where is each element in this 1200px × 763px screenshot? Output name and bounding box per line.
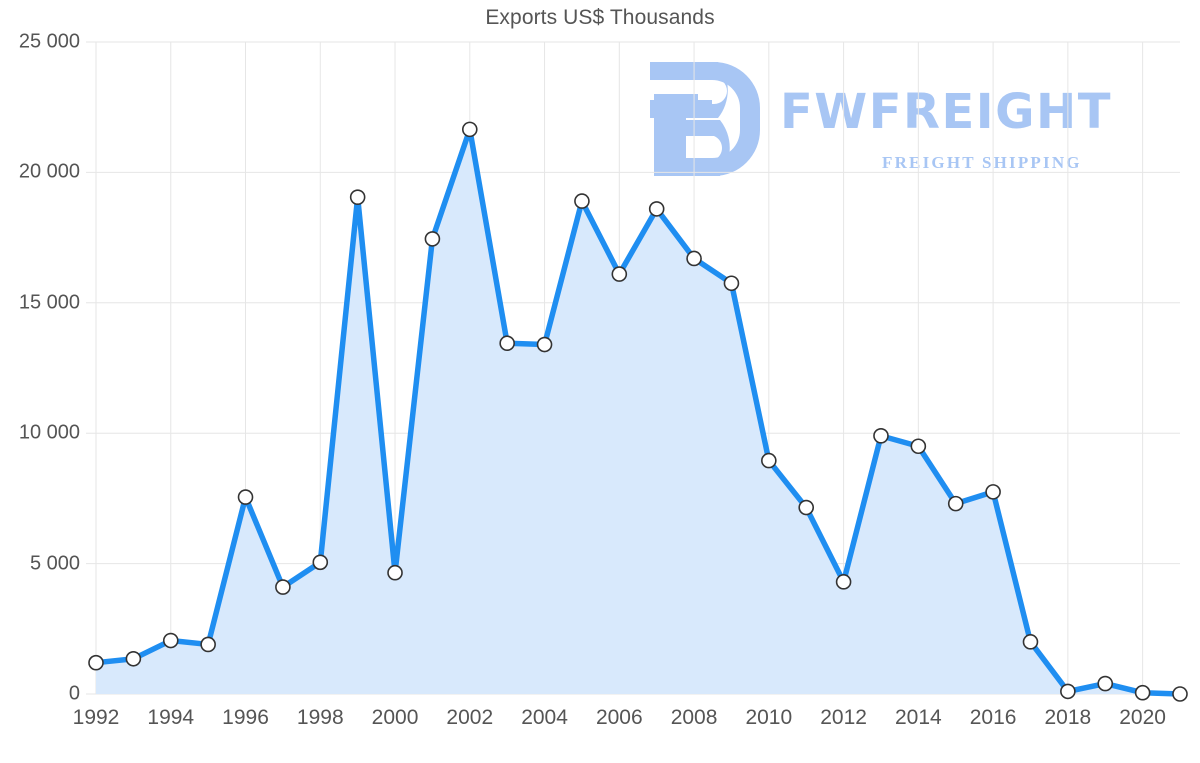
x-axis-tick-label: 2008 <box>670 706 718 729</box>
x-gridlines <box>95 42 1144 694</box>
y-axis-tick-label: 20 000 <box>18 160 80 183</box>
data-point[interactable] <box>947 495 964 512</box>
x-axis-tick-label: 2004 <box>521 706 568 729</box>
x-axis-tick-label: 2006 <box>595 706 643 729</box>
data-point[interactable] <box>1022 634 1039 650</box>
x-axis-tick-label: 2002 <box>446 706 494 729</box>
data-point[interactable] <box>237 489 254 505</box>
data-point[interactable] <box>499 335 515 352</box>
y-axis-tick-label: 10 000 <box>18 421 80 444</box>
x-axis-tick-label: 1994 <box>147 706 195 729</box>
data-point[interactable] <box>88 654 104 671</box>
data-point[interactable] <box>461 121 478 138</box>
x-axis-tick-label: 1992 <box>72 706 120 729</box>
area-fill <box>96 129 1180 694</box>
data-point[interactable] <box>686 250 702 267</box>
data-point[interactable] <box>275 579 291 595</box>
data-point[interactable] <box>761 452 777 469</box>
y-axis-tick-label: 0 <box>68 682 80 705</box>
data-point[interactable] <box>162 632 179 649</box>
data-point[interactable] <box>574 193 590 209</box>
x-axis-tick-label: 2000 <box>371 706 419 729</box>
y-axis-tick-label: 15 000 <box>18 291 80 314</box>
x-axis-tick-label: 1998 <box>296 706 344 729</box>
data-point[interactable] <box>873 428 889 444</box>
data-point[interactable] <box>349 189 366 205</box>
data-point[interactable] <box>312 554 329 571</box>
data-point[interactable] <box>798 499 815 516</box>
data-point[interactable] <box>648 201 665 217</box>
data-point[interactable] <box>910 438 927 455</box>
x-axis-tick-label: 2014 <box>894 706 942 729</box>
x-axis-tick-label: 1996 <box>222 706 269 729</box>
chart-title: Exports US$ Thousands <box>485 6 715 29</box>
data-point[interactable] <box>200 636 216 653</box>
x-axis-tick-label: 2016 <box>969 706 1017 729</box>
data-line <box>93 126 1183 697</box>
data-point[interactable] <box>424 231 441 247</box>
data-point[interactable] <box>611 266 628 282</box>
data-point[interactable] <box>985 484 1001 500</box>
data-point[interactable] <box>387 564 403 581</box>
data-point[interactable] <box>1134 684 1151 701</box>
data-point[interactable] <box>536 336 553 353</box>
data-point[interactable] <box>125 650 142 667</box>
data-point[interactable] <box>1097 675 1114 692</box>
y-axis-tick-label: 25 000 <box>18 30 80 53</box>
data-point[interactable] <box>1172 686 1188 702</box>
data-point[interactable] <box>835 574 852 590</box>
x-axis-tick-label: 2010 <box>745 706 793 729</box>
data-point[interactable] <box>723 275 740 292</box>
y-axis-tick-label: 5 000 <box>29 552 80 575</box>
x-axis-tick-label: 2020 <box>1119 706 1166 729</box>
x-axis-tick-label: 2018 <box>1044 706 1092 729</box>
data-point[interactable] <box>1060 683 1076 700</box>
data-point-markers[interactable] <box>88 121 1188 702</box>
x-axis-tick-label: 2012 <box>820 706 867 729</box>
